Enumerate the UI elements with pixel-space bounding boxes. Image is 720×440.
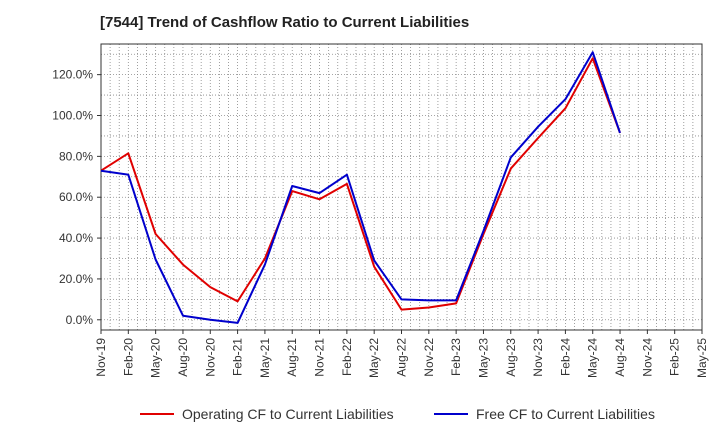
x-tick-label: Feb-24 xyxy=(558,338,572,376)
x-tick-label: May-24 xyxy=(586,338,600,378)
x-tick-label: May-25 xyxy=(695,338,709,378)
x-tick-label: May-21 xyxy=(258,338,272,378)
x-tick-label: Feb-21 xyxy=(231,338,245,376)
x-tick-label: Feb-25 xyxy=(668,338,682,376)
y-tick-label: 60.0% xyxy=(59,190,93,204)
x-tick-label: Nov-21 xyxy=(313,338,327,377)
y-tick-label: 120.0% xyxy=(52,68,93,82)
x-tick-label: Nov-22 xyxy=(422,338,436,377)
x-tick-label: Aug-22 xyxy=(395,338,409,377)
x-tick-label: Aug-24 xyxy=(613,338,627,377)
x-tick-label: Feb-20 xyxy=(121,338,135,376)
x-tick-label: May-20 xyxy=(149,338,163,378)
x-tick-label: Nov-24 xyxy=(640,338,654,377)
x-tick-label: Aug-20 xyxy=(176,338,190,377)
x-tick-label: Feb-23 xyxy=(449,338,463,376)
y-tick-label: 40.0% xyxy=(59,231,93,245)
legend-label-2: Free CF to Current Liabilities xyxy=(476,406,655,422)
y-tick-label: 80.0% xyxy=(59,149,93,163)
x-tick-label: Feb-22 xyxy=(340,338,354,376)
y-tick-label: 20.0% xyxy=(59,272,93,286)
series-line-2 xyxy=(100,51,621,324)
y-tick-label: 100.0% xyxy=(52,109,93,123)
x-tick-label: Nov-19 xyxy=(94,338,108,377)
x-tick-label: Aug-23 xyxy=(504,338,518,377)
x-tick-label: Nov-23 xyxy=(531,338,545,377)
x-tick-label: May-23 xyxy=(476,338,490,378)
y-tick-label: 0.0% xyxy=(66,313,94,327)
x-tick-label: Aug-21 xyxy=(285,338,299,377)
x-tick-label: Nov-20 xyxy=(203,338,217,377)
series-line-1 xyxy=(100,57,621,311)
chart-title: [7544] Trend of Cashflow Ratio to Curren… xyxy=(100,14,470,31)
legend-label-1: Operating CF to Current Liabilities xyxy=(182,406,394,422)
x-tick-label: May-22 xyxy=(367,338,381,378)
